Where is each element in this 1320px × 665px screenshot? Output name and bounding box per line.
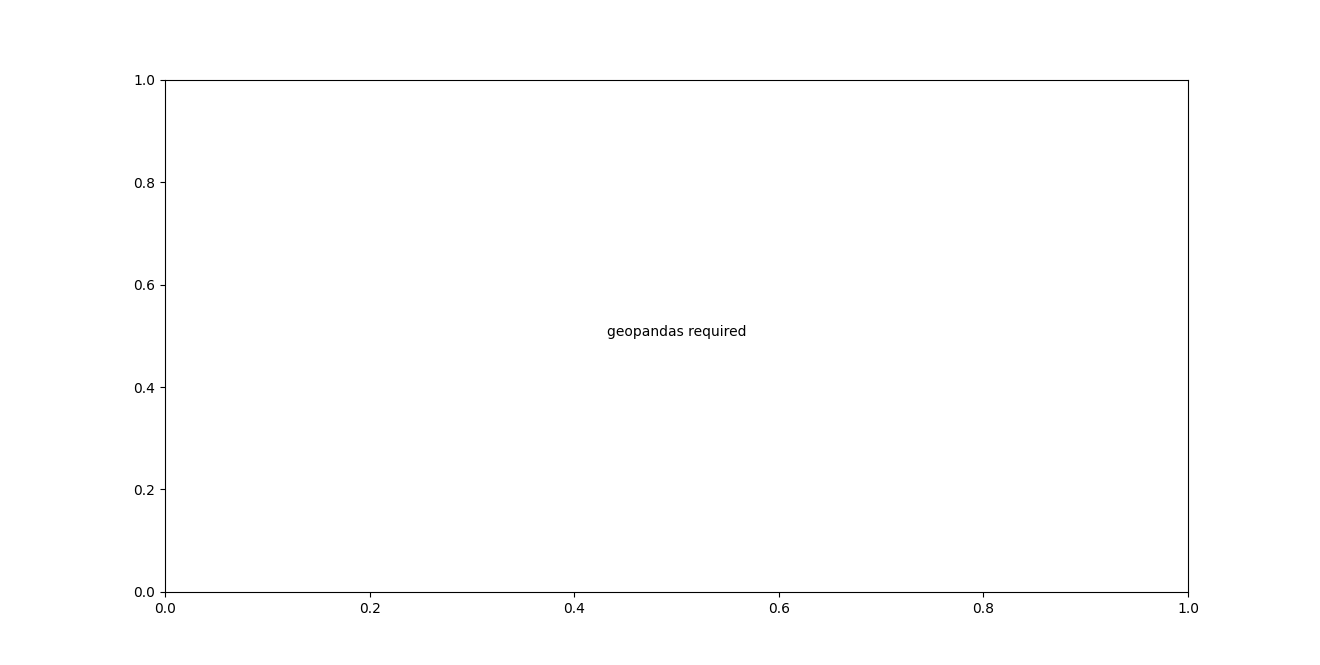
Text: geopandas required: geopandas required <box>607 325 746 339</box>
